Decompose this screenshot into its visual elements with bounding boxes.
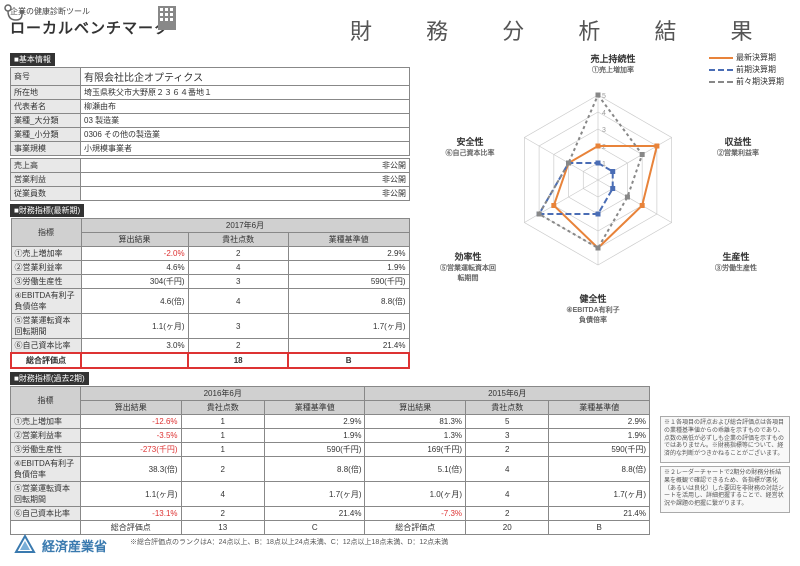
note1: ※１各項目の評点および総合評価点は各項目の業種基準値からの乖離を示すものであり、… — [660, 416, 790, 463]
svg-text:3: 3 — [602, 127, 606, 134]
section-metrics1: ■財務指標(最新期) — [10, 204, 84, 217]
radar-axis-label: 効率性⑤営業運転資本回転期間 — [438, 250, 498, 283]
basic-info-table: 商号有限会社比企オプティクス所在地埼玉県秩父市大野原２３６４番地１代表者名柳瀬由… — [10, 67, 410, 156]
basic-label: 従業員数 — [11, 187, 81, 201]
basic-value: 有限会社比企オプティクス — [81, 68, 410, 86]
metrics-latest-table: 指標2017年6月算出結果貴社点数業種基準値①売上増加率-2.0%22.9%②営… — [10, 218, 410, 369]
meti-icon — [12, 532, 38, 558]
svg-text:1: 1 — [602, 161, 606, 168]
radar-axis-label: 健全性④EBITDA有利子負債倍率 — [563, 292, 623, 325]
note2: ※２レーダーチャートで2期分の財務分析結果を概観で確認できるため、各指標が悪化（… — [660, 466, 790, 513]
basic-value: 0306 その他の製造業 — [81, 128, 410, 142]
basic-label: 営業利益 — [11, 173, 81, 187]
basic-value: 非公開 — [81, 187, 410, 201]
stethoscope-icon — [2, 2, 26, 26]
basic-value: 柳瀬由布 — [81, 100, 410, 114]
basic-value: 03 製造業 — [81, 114, 410, 128]
section-metrics2: ■財務指標(過去2期) — [10, 372, 89, 385]
basic-label: 商号 — [11, 68, 81, 86]
svg-text:4: 4 — [602, 110, 606, 117]
basic-label: 業種_小分類 — [11, 128, 81, 142]
basic-value: 埼玉県秩父市大野原２３６４番地１ — [81, 86, 410, 100]
logo-title: ローカルベンチマーク — [10, 17, 180, 38]
radar-axis-label: 売上持続性①売上増加率 — [583, 52, 643, 75]
radar-axis-label: 安全性⑥自己資本比率 — [440, 135, 500, 158]
section-basic: ■基本情報 — [10, 53, 55, 66]
radar-axis-label: 生産性③労働生産性 — [706, 250, 766, 273]
rank-note: ※総合評価点のランクはA：24点以上、B：18点以上24点未満、C：12点以上1… — [130, 537, 790, 547]
basic-label: 事業規模 — [11, 142, 81, 156]
basic-info-table2: 売上高非公開営業利益非公開従業員数非公開 — [10, 158, 410, 201]
basic-label: 業種_大分類 — [11, 114, 81, 128]
logo: 企業の健康診断ツール ローカルベンチマーク — [10, 6, 180, 38]
radar-chart: 最新決算期前期決算期前々期決算期 12345 売上持続性①売上増加率収益性②営業… — [418, 50, 788, 320]
building-icon — [158, 6, 176, 30]
basic-value: 小規模事業者 — [81, 142, 410, 156]
basic-value: 非公開 — [81, 159, 410, 173]
metrics-past-table: 指標2016年6月2015年6月算出結果貴社点数業種基準値算出結果貴社点数業種基… — [10, 386, 650, 535]
basic-value: 非公開 — [81, 173, 410, 187]
notes: ※１各項目の評点および総合評価点は各項目の業種基準値からの乖離を示すものであり、… — [660, 416, 790, 516]
page-title: 財 務 分 析 結 果 — [350, 14, 777, 46]
logo-subtitle: 企業の健康診断ツール — [10, 6, 180, 17]
basic-label: 代表者名 — [11, 100, 81, 114]
meti-logo: 経済産業省 — [12, 532, 107, 558]
radar-axis-label: 収益性②営業利益率 — [708, 135, 768, 158]
svg-text:5: 5 — [602, 93, 606, 100]
basic-label: 売上高 — [11, 159, 81, 173]
basic-label: 所在地 — [11, 86, 81, 100]
